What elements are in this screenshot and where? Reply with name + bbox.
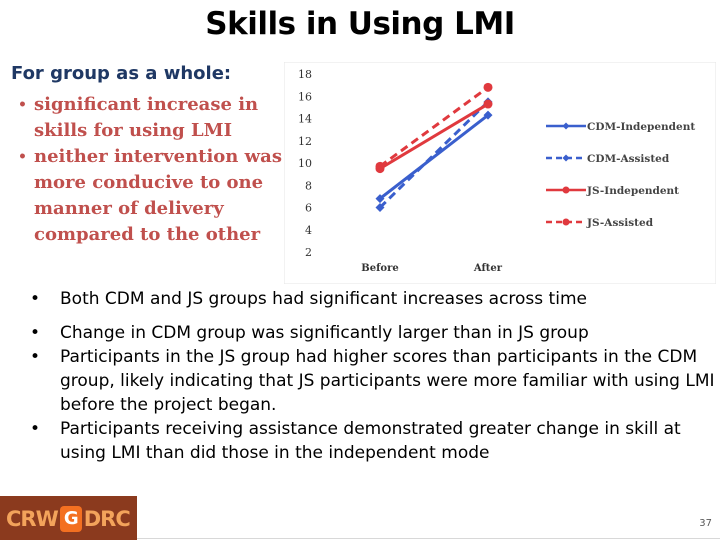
bottom-bullet-item: • Change in CDM group was significantly … [30, 321, 718, 345]
y-tick-label: 2 [305, 246, 312, 259]
logo-text-left: CRW [6, 507, 59, 531]
x-category-label: After [473, 263, 503, 274]
data-point [375, 161, 385, 171]
crwgdrc-logo: CRW G DRC [0, 496, 137, 540]
logo-text-right: DRC [83, 507, 131, 531]
bottom-bullet-text: Change in CDM group was significantly la… [60, 323, 589, 343]
chart-background [284, 62, 716, 284]
legend-swatch-marker [562, 218, 570, 226]
skills-line-chart: 2 4 6 8 10 12 14 16 18 Before After CDM-Independen… [284, 62, 716, 284]
bullet-glyph: • [18, 97, 27, 113]
y-tick-label: 6 [305, 202, 312, 215]
x-category-label: Before [361, 263, 398, 274]
bottom-bullet-list: • Both CDM and JS groups had significant… [30, 287, 718, 465]
page-number: 37 [699, 518, 712, 529]
data-point [375, 203, 385, 212]
y-tick-label: 18 [298, 68, 312, 81]
bullet-glyph: • [30, 347, 41, 367]
bullet-glyph: • [30, 419, 41, 439]
left-bullet-text: significant increase in skills for using… [34, 94, 259, 141]
bottom-bullet-item: • Participants receiving assistance demo… [30, 417, 718, 465]
series-line [379, 113, 489, 200]
legend-label: CDM-Assisted [587, 153, 670, 165]
data-point [483, 82, 493, 92]
series-line [379, 86, 489, 168]
left-bullet-item: • neither intervention was more conduciv… [18, 144, 288, 248]
bullet-glyph: • [30, 289, 41, 309]
footer-divider [137, 538, 720, 539]
data-point [375, 194, 385, 204]
y-tick-label: 10 [298, 157, 312, 170]
bottom-bullet-item: • Both CDM and JS groups had significant… [30, 287, 718, 311]
bottom-bullet-text: Participants in the JS group had higher … [60, 347, 715, 415]
y-tick-label: 16 [298, 90, 312, 103]
bullet-glyph: • [30, 323, 41, 343]
bullet-glyph: • [18, 149, 27, 165]
y-tick-label: 12 [298, 135, 312, 148]
left-bullet-text: neither intervention was more conducive … [34, 146, 282, 245]
bottom-bullet-item: • Participants in the JS group had highe… [30, 345, 718, 417]
y-tick-label: 4 [305, 224, 312, 237]
left-bullet-list: • significant increase in skills for usi… [18, 92, 288, 248]
bottom-bullet-text: Both CDM and JS groups had significant i… [60, 289, 587, 309]
legend-label: JS-Independent [586, 185, 679, 197]
legend-swatch-marker [562, 154, 570, 162]
legend-swatch-marker [562, 186, 570, 194]
logo-g-mark: G [59, 506, 82, 532]
legend-label: CDM-Independent [587, 121, 695, 133]
data-point [483, 110, 493, 120]
chart-legend: CDM-Independent CDM-Assisted JS-Independen… [546, 121, 695, 229]
bottom-bullet-text: Participants receiving assistance demons… [60, 419, 681, 463]
chart-plot-area: 2 4 6 8 10 12 14 16 18 Before After [298, 68, 503, 274]
y-tick-label: 14 [298, 113, 312, 126]
left-bullet-item: • significant increase in skills for usi… [18, 92, 288, 144]
legend-swatch-marker [562, 122, 570, 130]
series-line [379, 102, 489, 170]
data-point [483, 99, 493, 109]
slide-title: Skills in Using LMI [205, 6, 515, 42]
logo-wordmark: CRW G DRC [6, 501, 131, 535]
y-tick-label: 8 [305, 179, 312, 192]
legend-label: JS-Assisted [586, 217, 654, 229]
group-heading: For group as a whole: [11, 63, 232, 84]
